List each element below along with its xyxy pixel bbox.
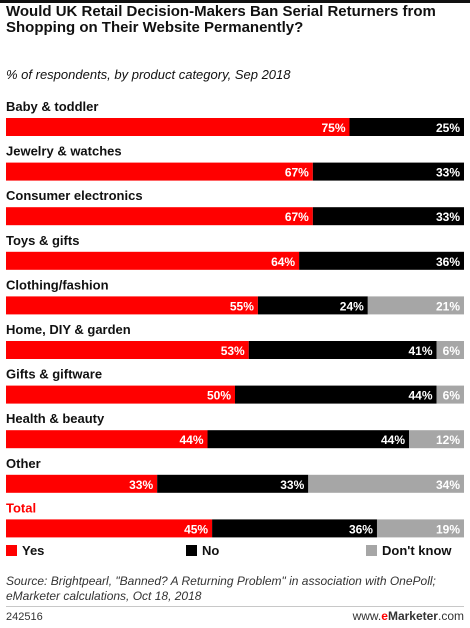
chart-subtitle: % of respondents, by product category, S…	[6, 67, 291, 82]
value-label-yes-baby-toddler: 75%	[321, 121, 345, 135]
value-label-no-health-beauty: 44%	[381, 433, 405, 447]
value-label-yes-consumer-electronics: 67%	[285, 210, 309, 224]
value-label-yes-gifts-giftware: 50%	[207, 389, 231, 403]
category-label-jewelry-watches: Jewelry & watches	[6, 144, 122, 159]
value-label-no-home-diy-garden: 41%	[408, 344, 432, 358]
bar-yes-baby-toddler	[6, 118, 350, 136]
bar-yes-jewelry-watches	[6, 162, 313, 181]
value-label-don-t-know-total: 19%	[436, 522, 460, 536]
legend-swatch-yes	[6, 545, 17, 556]
legend-label-yes: Yes	[22, 543, 44, 558]
value-label-no-gifts-giftware: 44%	[408, 389, 432, 403]
value-label-no-clothing-fashion: 24%	[340, 299, 364, 313]
bar-don-t-know-home-diy-garden	[436, 341, 464, 359]
bar-no-clothing-fashion	[257, 296, 368, 315]
value-label-no-total: 36%	[349, 522, 373, 536]
bar-yes-clothing-fashion	[6, 296, 258, 315]
category-label-consumer-electronics: Consumer electronics	[6, 188, 143, 203]
bar-no-jewelry-watches	[312, 162, 464, 181]
category-label-other: Other	[6, 456, 41, 471]
bar-no-other	[157, 474, 309, 493]
brand-prefix: www.	[352, 609, 382, 623]
source-note: Source: Brightpearl, "Banned? A Returnin…	[6, 574, 436, 603]
bar-no-baby-toddler	[349, 118, 464, 136]
value-label-yes-health-beauty: 44%	[179, 433, 203, 447]
value-label-no-baby-toddler: 25%	[436, 121, 460, 135]
value-label-don-t-know-home-diy-garden: 6%	[443, 344, 461, 358]
bar-don-t-know-other	[308, 474, 464, 493]
value-label-don-t-know-gifts-giftware: 6%	[443, 389, 461, 403]
legend-swatch-don-t-know	[366, 545, 377, 556]
bar-no-home-diy-garden	[248, 341, 437, 359]
category-label-gifts-giftware: Gifts & giftware	[6, 367, 102, 382]
bar-yes-other	[6, 474, 158, 493]
bar-yes-health-beauty	[6, 430, 208, 449]
value-label-no-jewelry-watches: 33%	[436, 166, 460, 180]
chart-title: Would UK Retail Decision-Makers Ban Seri…	[6, 3, 436, 36]
bar-no-consumer-electronics	[312, 207, 464, 226]
brand-e: e	[381, 609, 388, 623]
category-label-toys-gifts: Toys & gifts	[6, 233, 79, 248]
category-label-baby-toddler: Baby & toddler	[6, 99, 98, 114]
value-label-no-consumer-electronics: 33%	[436, 210, 460, 224]
brand-suffix: .com	[437, 609, 464, 623]
footer-rule	[6, 606, 464, 607]
value-label-don-t-know-health-beauty: 12%	[436, 433, 460, 447]
category-label-clothing-fashion: Clothing/fashion	[6, 277, 109, 292]
value-label-yes-clothing-fashion: 55%	[230, 299, 254, 313]
bar-no-health-beauty	[207, 430, 410, 449]
bar-don-t-know-gifts-giftware	[436, 385, 464, 404]
value-label-no-toys-gifts: 36%	[436, 255, 460, 269]
value-label-yes-jewelry-watches: 67%	[285, 166, 309, 180]
value-label-no-other: 33%	[280, 478, 304, 492]
legend-swatch-no	[186, 545, 197, 556]
value-label-yes-other: 33%	[129, 478, 153, 492]
top-rule	[0, 0, 470, 3]
bar-no-gifts-giftware	[235, 385, 437, 404]
legend-label-don-t-know: Don't know	[382, 543, 452, 558]
category-label-total: Total	[6, 500, 36, 515]
brand-logo: www.eMarketer.com	[353, 609, 464, 623]
bar-yes-gifts-giftware	[6, 385, 235, 404]
legend-label-no: No	[202, 543, 219, 558]
bar-no-toys-gifts	[299, 251, 464, 270]
bar-no-total	[212, 519, 377, 538]
category-label-home-diy-garden: Home, DIY & garden	[6, 322, 131, 337]
bar-don-t-know-total	[376, 519, 464, 538]
bar-don-t-know-clothing-fashion	[367, 296, 464, 315]
brand-name: Marketer	[387, 609, 438, 623]
value-label-don-t-know-clothing-fashion: 21%	[436, 299, 460, 313]
stacked-bar-chart: Baby & toddler 75% 25% Jewelry & watches 67%…	[6, 99, 464, 558]
value-label-yes-total: 45%	[184, 522, 208, 536]
value-label-don-t-know-other: 34%	[436, 478, 460, 492]
bar-yes-consumer-electronics	[6, 207, 313, 226]
bar-yes-toys-gifts	[6, 251, 300, 270]
bar-yes-total	[6, 519, 213, 538]
value-label-yes-toys-gifts: 64%	[271, 255, 295, 269]
value-label-yes-home-diy-garden: 53%	[221, 344, 245, 358]
category-label-health-beauty: Health & beauty	[6, 411, 105, 426]
chart-id: 242516	[6, 611, 43, 623]
bar-yes-home-diy-garden	[6, 341, 249, 359]
bar-don-t-know-health-beauty	[409, 430, 464, 449]
